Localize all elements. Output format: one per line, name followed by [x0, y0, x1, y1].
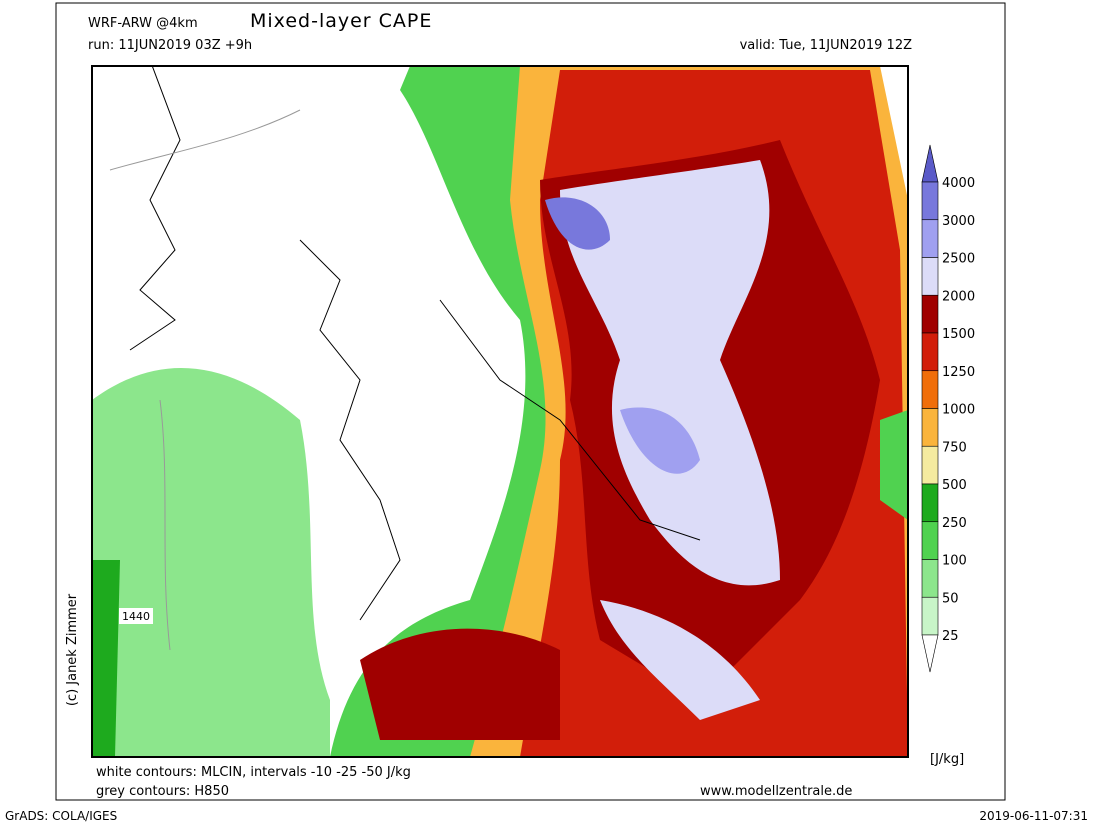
software: GrADS: COLA/IGES: [5, 809, 117, 823]
white-contours-note: white contours: MLCIN, intervals -10 -25…: [96, 765, 411, 780]
colorbar-segment: [921, 332, 939, 372]
colorbar-label: 2000: [942, 289, 975, 304]
field-green-east: [880, 410, 908, 520]
colorbar-segment: [921, 521, 939, 560]
colorbar-segment: [921, 257, 939, 296]
colorbar-segment: [921, 596, 939, 636]
coastline: [129, 66, 181, 351]
colorbar-label: 250: [942, 516, 967, 531]
colorbar-label: 4000: [942, 176, 975, 191]
colorbar: 4000 3000 2500 2000 1500 1250 1000 750 500 250 100…: [921, 144, 975, 673]
colorbar-label: 2500: [942, 252, 975, 267]
colorbar-segment: [921, 559, 939, 598]
colorbar-segment: [921, 219, 939, 258]
field-purple-north: [545, 197, 610, 250]
colorbar-segment: [921, 370, 939, 409]
colorbar-segment: [921, 294, 939, 334]
colorbar-label: 50: [942, 591, 959, 606]
map-frame: [91, 65, 909, 758]
colorbar-segment: [921, 445, 939, 485]
border: [439, 299, 701, 541]
colorbar-label: 3000: [942, 214, 975, 229]
map: 1440 (c) Janek Zimmer: [65, 65, 909, 758]
title: Mixed-layer CAPE: [250, 10, 432, 32]
colorbar-label: 750: [942, 440, 967, 455]
colorbar-segment: [921, 144, 939, 183]
timestamp: 2019-06-11-07:31: [979, 809, 1088, 823]
colorbar-label: 100: [942, 554, 967, 569]
colorbar-segment: [921, 181, 939, 221]
height-contour: [109, 109, 301, 651]
model-label: WRF-ARW @4km: [88, 16, 198, 31]
field-lavender-south: [600, 600, 760, 720]
field-lavender: [560, 160, 780, 586]
field-green-dark: [92, 560, 120, 757]
run-label: run: 11JUN2019 03Z +9h: [88, 38, 252, 53]
colorbar-segment: [921, 634, 939, 673]
colorbar-segment: [921, 408, 939, 447]
colorbar-label: 1000: [942, 403, 975, 418]
contour-label-box: [119, 608, 153, 624]
field-green-band: [330, 66, 560, 757]
field-purple-center: [620, 407, 700, 474]
colorbar-label: 1500: [942, 327, 975, 342]
valid-label: valid: Tue, 11JUN2019 12Z: [740, 38, 912, 53]
colorbar-segment: [921, 483, 939, 523]
colorbar-label: 25: [942, 629, 959, 644]
legend-unit: [J/kg]: [930, 752, 964, 767]
border: [299, 239, 401, 621]
grey-contours-note: grey contours: H850: [96, 784, 229, 799]
outer-frame: [55, 2, 1006, 801]
contour-label: 1440: [122, 610, 150, 623]
field-green: [92, 367, 330, 757]
field-dark-red-south: [360, 628, 560, 740]
credit: (c) Janek Zimmer: [65, 593, 80, 706]
colorbar-label: 1250: [942, 365, 975, 380]
colorbar-label: 500: [942, 478, 967, 493]
website: www.modellzentrale.de: [700, 784, 852, 799]
